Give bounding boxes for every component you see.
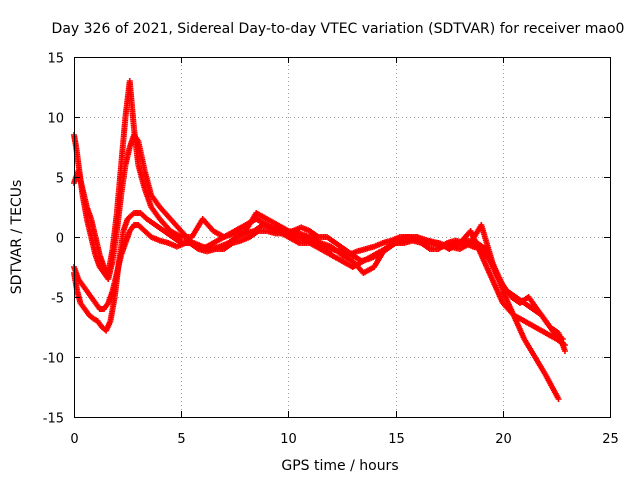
x-tick-label: 20	[495, 432, 512, 447]
y-tick-label: 0	[56, 232, 64, 247]
tick-layer: 0 5 10 15 20 25 -15 -10 -5 0 5 10 15	[43, 52, 619, 448]
y-tick-label: -10	[43, 352, 64, 367]
data-point	[559, 336, 566, 342]
x-tick-label: 25	[602, 432, 619, 447]
y-tick-label: 10	[47, 112, 64, 127]
x-tick-label: 15	[388, 432, 405, 447]
y-tick-label: 5	[56, 172, 64, 187]
y-axis-title: SDTVAR / TECUs	[9, 180, 25, 295]
data-point	[555, 396, 562, 402]
series-track-d	[71, 222, 566, 342]
x-tick-label: 10	[280, 432, 297, 447]
y-tick-label: -5	[51, 292, 64, 307]
y-tick-label: 15	[47, 52, 64, 67]
series-track-b	[71, 78, 562, 402]
x-axis-title: GPS time / hours	[281, 458, 398, 474]
x-tick-label: 0	[70, 432, 78, 447]
series-layer	[71, 78, 568, 402]
y-tick-label: -15	[43, 412, 64, 427]
x-tick-label: 5	[177, 432, 185, 447]
data-point	[561, 348, 568, 354]
chart-title: Day 326 of 2021, Sidereal Day-to-day VTE…	[52, 21, 625, 37]
